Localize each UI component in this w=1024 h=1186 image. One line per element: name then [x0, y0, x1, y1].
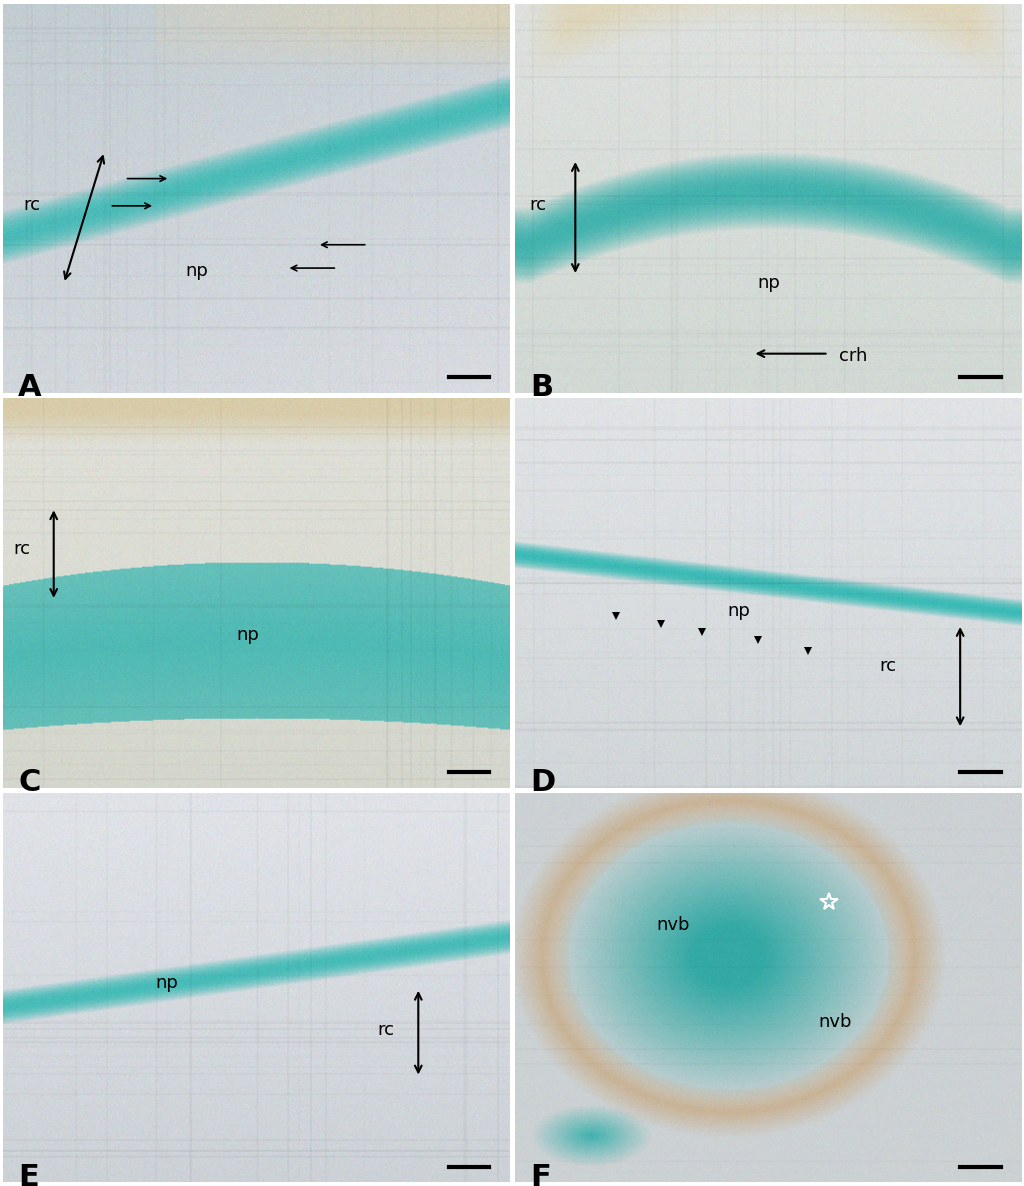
Text: A: A — [18, 374, 42, 402]
Text: np: np — [758, 274, 780, 292]
Text: rc: rc — [880, 657, 896, 675]
Text: np: np — [236, 626, 259, 644]
Text: B: B — [529, 374, 553, 402]
Text: rc: rc — [378, 1021, 395, 1039]
Text: rc: rc — [24, 196, 40, 213]
Text: rc: rc — [13, 540, 30, 559]
Text: F: F — [529, 1163, 551, 1186]
Text: crh: crh — [839, 347, 867, 365]
Text: np: np — [727, 602, 751, 620]
Text: nvb: nvb — [818, 1013, 852, 1031]
Text: nvb: nvb — [656, 916, 690, 933]
Text: C: C — [18, 769, 41, 797]
Text: np: np — [185, 262, 208, 280]
Text: D: D — [529, 769, 555, 797]
Text: np: np — [155, 974, 178, 991]
Text: E: E — [18, 1163, 39, 1186]
Text: rc: rc — [529, 196, 547, 213]
